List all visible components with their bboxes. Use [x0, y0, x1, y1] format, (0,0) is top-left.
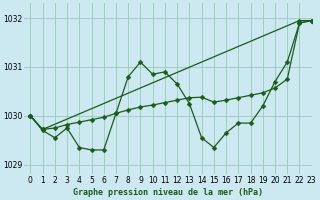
X-axis label: Graphe pression niveau de la mer (hPa): Graphe pression niveau de la mer (hPa): [73, 188, 263, 197]
